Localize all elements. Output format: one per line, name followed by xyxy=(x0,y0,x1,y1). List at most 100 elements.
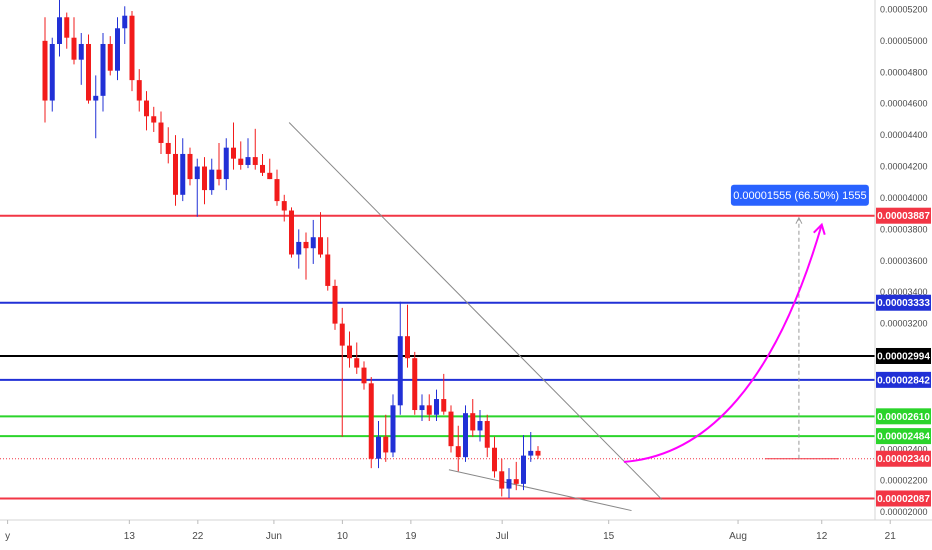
candle-body xyxy=(57,17,62,44)
candle-body xyxy=(339,323,345,346)
price-tag xyxy=(876,408,931,425)
candle-body xyxy=(397,336,403,406)
candle-body xyxy=(289,210,294,255)
candle-body xyxy=(484,421,490,448)
candle-body xyxy=(173,153,178,195)
candle-body xyxy=(129,15,135,81)
candle-body xyxy=(136,80,142,101)
time-tick-label: Aug xyxy=(729,531,747,542)
price-tick-label: 0.00005000 xyxy=(880,36,928,46)
price-tag-label: 0.00003333 xyxy=(877,298,930,309)
time-tick-label: 22 xyxy=(192,531,204,542)
candle-body xyxy=(506,479,512,489)
horizontal-levels xyxy=(0,214,875,500)
candle-body xyxy=(107,43,113,71)
candle-body xyxy=(448,411,454,447)
candle-body xyxy=(528,450,534,456)
candle-body xyxy=(347,345,352,359)
candle-body xyxy=(216,169,222,180)
candle-body xyxy=(521,455,526,484)
measure-arrowhead xyxy=(795,216,803,224)
candle-body xyxy=(86,43,91,101)
projection-arrow xyxy=(623,222,826,463)
price-tick-label: 0.00002000 xyxy=(880,507,928,517)
time-tick-label: 12 xyxy=(816,531,828,542)
price-tick-label: 0.00002400 xyxy=(880,444,928,454)
candle-body xyxy=(361,367,367,384)
time-tick-label: 19 xyxy=(405,531,417,542)
price-tag-label: 0.00002842 xyxy=(877,375,930,386)
projection-curve xyxy=(623,224,823,463)
candle-body xyxy=(376,436,381,459)
candle-body xyxy=(144,100,149,117)
candle-body xyxy=(383,436,389,453)
measure-tool[interactable]: 0.00001555 (66.50%) 1555 xyxy=(730,184,869,460)
candle-body xyxy=(209,169,215,191)
candle-body xyxy=(354,358,360,368)
time-axis[interactable]: y1322Jun1019Jul15Aug1221Sep xyxy=(0,519,932,550)
time-axis-background xyxy=(0,520,932,550)
projection-arrowhead xyxy=(813,222,826,235)
measure-label-box xyxy=(730,184,869,206)
time-tick-label: 10 xyxy=(337,531,349,542)
price-tick-label: 0.00002200 xyxy=(880,476,928,486)
candle-body xyxy=(78,43,84,60)
candle-body xyxy=(252,157,258,165)
candle-body xyxy=(42,40,48,101)
candle-body xyxy=(426,405,432,415)
measure-label: 0.00001555 (66.50%) 1555 xyxy=(733,190,866,202)
price-tag xyxy=(876,207,931,224)
candle-body xyxy=(158,122,164,143)
candle-body xyxy=(513,479,519,484)
price-tag-label: 0.00002340 xyxy=(877,454,930,465)
candle-body xyxy=(49,43,55,101)
price-tag-label: 0.00002610 xyxy=(877,412,930,423)
price-tag xyxy=(876,371,931,388)
candle-body xyxy=(267,172,273,180)
candle-body xyxy=(405,336,410,359)
trendline xyxy=(448,469,632,512)
candle-body xyxy=(419,405,425,411)
price-tick-label: 0.00003400 xyxy=(880,287,928,297)
candle-body xyxy=(122,15,128,29)
price-tag-label: 0.00002484 xyxy=(877,432,930,443)
price-tag-label: 0.00002087 xyxy=(877,494,930,505)
price-tag xyxy=(876,347,931,364)
time-tick-label: 21 xyxy=(885,531,897,542)
candle-body xyxy=(100,43,106,96)
candle-body xyxy=(194,166,200,180)
candlesticks xyxy=(42,0,541,499)
candle-body xyxy=(325,254,331,286)
candle-body xyxy=(115,28,120,71)
price-tick-label: 0.00004600 xyxy=(880,99,928,109)
candle-body xyxy=(238,158,244,165)
candle-body xyxy=(477,421,483,431)
candle-body xyxy=(310,237,316,249)
candle-body xyxy=(231,147,236,159)
candle-body xyxy=(165,142,171,154)
candle-body xyxy=(492,447,497,472)
time-tick-label: Jun xyxy=(266,531,282,542)
price-tag xyxy=(876,294,931,311)
candle-body xyxy=(390,405,396,453)
candle-body xyxy=(499,471,505,489)
candle-body xyxy=(245,157,251,165)
candle-body xyxy=(535,450,541,456)
candle-body xyxy=(93,95,99,101)
candle-body xyxy=(180,153,186,195)
price-tag xyxy=(876,450,931,467)
price-tick-label: 0.00003800 xyxy=(880,224,928,234)
price-tick-label: 0.00004200 xyxy=(880,162,928,172)
price-tag xyxy=(876,490,931,507)
price-tick-label: 0.00004800 xyxy=(880,67,928,77)
time-tick-label: 15 xyxy=(603,531,615,542)
candle-body xyxy=(202,166,207,191)
time-tick-label: y xyxy=(5,531,10,542)
price-tick-label: 0.00005200 xyxy=(880,4,928,14)
candle-body xyxy=(463,413,468,458)
candle-body xyxy=(441,399,447,412)
candle-body xyxy=(332,285,338,324)
candle-body xyxy=(318,237,323,255)
candle-body xyxy=(71,37,77,60)
